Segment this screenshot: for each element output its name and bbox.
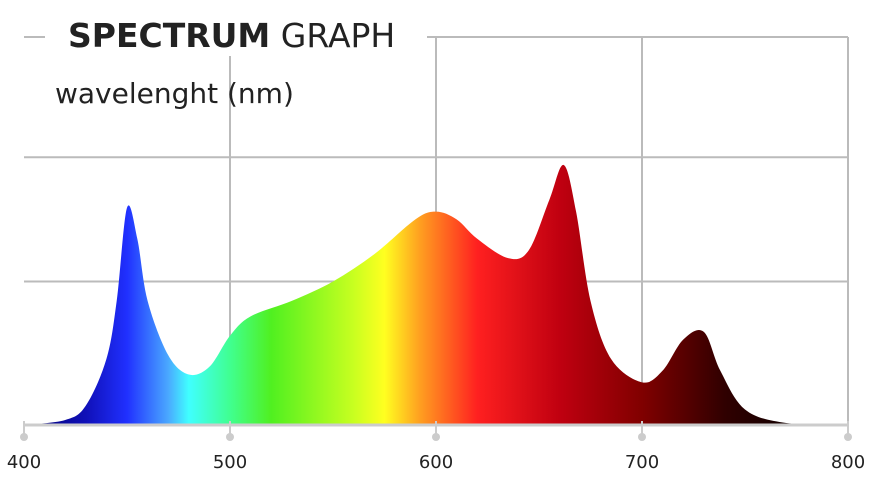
x-tick-label: 600 [419,452,453,473]
x-tick-dot [432,433,440,441]
title-background [45,20,427,56]
axis-label: wavelenght (nm) [55,77,294,110]
x-tick-label: 800 [831,452,865,473]
x-tick-label: 500 [213,452,247,473]
x-tick-label: 700 [625,452,659,473]
x-tick-dot [844,433,852,441]
x-tick-label: 400 [7,452,41,473]
spectrum-area [24,164,848,425]
x-tick-dot [20,433,28,441]
x-tick-dot [638,433,646,441]
x-tick-dot [226,433,234,441]
chart-title: SPECTRUM GRAPH [68,16,395,55]
